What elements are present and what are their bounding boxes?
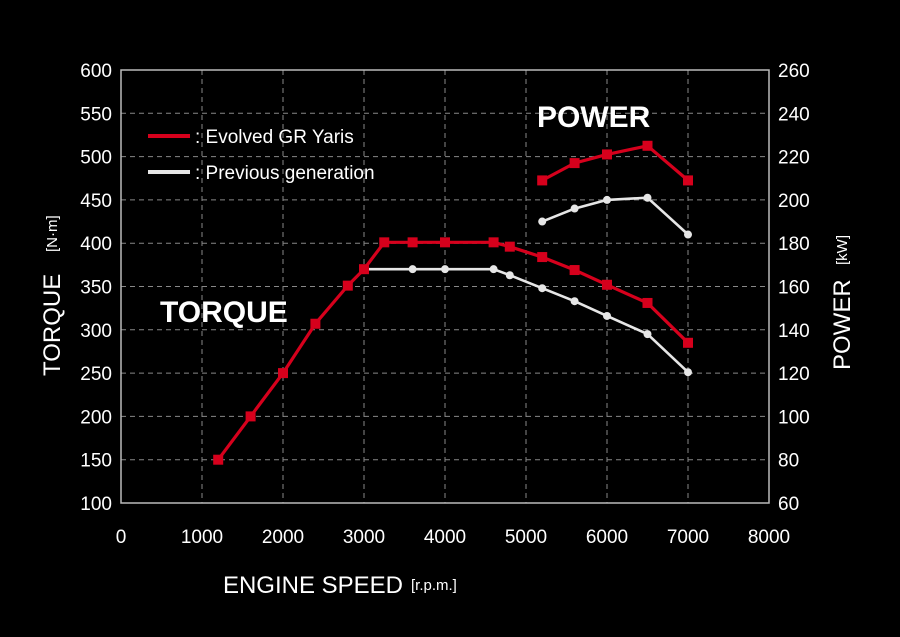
right-axis-ticks: 60 80 100 120 140 160 180 200 220 240 260 bbox=[778, 61, 810, 515]
data-point-evolved-power bbox=[602, 149, 612, 160]
right-tick-label: 260 bbox=[778, 61, 810, 82]
left-tick-label: 450 bbox=[80, 191, 112, 212]
left-tick-label: 250 bbox=[80, 364, 112, 385]
series-line-previous-torque bbox=[364, 267, 689, 374]
data-point-evolved-torque bbox=[569, 265, 580, 276]
right-tick-label: 180 bbox=[778, 234, 810, 255]
torque-label: TORQUE bbox=[160, 296, 288, 329]
data-point-evolved-torque bbox=[379, 237, 390, 248]
data-point-evolved-torque bbox=[213, 454, 224, 465]
left-axis-ticks: 100 150 200 250 300 350 400 450 500 550 600 bbox=[80, 61, 112, 515]
data-point-evolved-torque bbox=[504, 241, 515, 252]
data-point-previous-power bbox=[570, 204, 579, 213]
left-tick-label: 600 bbox=[80, 61, 112, 82]
series-previous-torque bbox=[360, 265, 692, 377]
data-point-previous-torque bbox=[603, 311, 611, 320]
data-point-evolved-torque bbox=[537, 252, 548, 263]
series-evolved-power bbox=[537, 140, 693, 186]
power-label: POWER bbox=[537, 101, 651, 134]
left-tick-label: 400 bbox=[80, 234, 112, 255]
data-point-evolved-power bbox=[537, 175, 548, 186]
data-point-previous-torque bbox=[489, 265, 498, 274]
x-tick-label: 2000 bbox=[262, 527, 304, 548]
data-point-evolved-torque bbox=[602, 279, 612, 290]
data-point-evolved-torque bbox=[310, 318, 321, 329]
data-point-previous-torque bbox=[538, 284, 547, 293]
series-previous-power bbox=[538, 193, 692, 239]
data-point-previous-torque bbox=[408, 265, 417, 274]
x-tick-label: 7000 bbox=[667, 527, 709, 548]
left-tick-label: 550 bbox=[80, 104, 112, 125]
data-point-evolved-torque bbox=[245, 411, 256, 422]
data-point-evolved-torque bbox=[278, 368, 288, 379]
x-axis-ticks: 0 1000 2000 3000 4000 5000 6000 7000 8000 bbox=[116, 527, 790, 548]
data-point-evolved-torque bbox=[342, 280, 353, 291]
data-point-previous-power bbox=[538, 217, 547, 226]
left-axis-unit: [N·m] bbox=[44, 215, 61, 252]
left-tick-label: 100 bbox=[80, 494, 112, 515]
right-tick-label: 80 bbox=[778, 451, 799, 472]
right-tick-label: 240 bbox=[778, 104, 810, 125]
legend-label-previous: : Previous generation bbox=[195, 163, 375, 184]
series-line-evolved-torque bbox=[216, 240, 690, 461]
data-point-evolved-torque bbox=[683, 337, 693, 348]
right-tick-label: 220 bbox=[778, 148, 810, 169]
right-axis-title: POWER bbox=[829, 279, 856, 370]
left-axis-title-group: TORQUE [N·m] bbox=[39, 215, 66, 376]
left-tick-label: 150 bbox=[80, 451, 112, 472]
right-tick-label: 140 bbox=[778, 321, 810, 342]
x-tick-label: 5000 bbox=[505, 527, 547, 548]
left-tick-label: 350 bbox=[80, 278, 112, 299]
series-layer bbox=[213, 140, 693, 465]
left-axis-title: TORQUE bbox=[39, 274, 66, 376]
data-point-previous-power bbox=[643, 193, 652, 202]
x-tick-label: 4000 bbox=[424, 527, 466, 548]
left-tick-label: 200 bbox=[80, 407, 112, 428]
data-point-evolved-torque bbox=[488, 237, 499, 248]
data-point-evolved-torque bbox=[407, 237, 418, 248]
x-axis-title: ENGINE SPEED bbox=[223, 572, 403, 599]
data-point-previous-power bbox=[603, 195, 611, 204]
data-point-previous-torque bbox=[570, 297, 579, 306]
x-tick-label: 8000 bbox=[748, 527, 790, 548]
series-evolved-torque bbox=[213, 237, 693, 465]
data-point-evolved-torque bbox=[440, 237, 450, 248]
right-axis-unit: [kW] bbox=[834, 235, 851, 265]
data-point-evolved-torque bbox=[359, 264, 369, 275]
series-line-evolved-power bbox=[541, 144, 690, 182]
x-tick-label: 3000 bbox=[343, 527, 385, 548]
data-point-evolved-power bbox=[683, 175, 693, 186]
right-tick-label: 200 bbox=[778, 191, 810, 212]
right-tick-label: 160 bbox=[778, 278, 810, 299]
data-point-evolved-power bbox=[569, 158, 580, 169]
legend-label-evolved: : Evolved GR Yaris bbox=[195, 127, 354, 148]
data-point-evolved-power bbox=[642, 140, 653, 151]
data-point-previous-torque bbox=[643, 330, 652, 339]
series-line-previous-power bbox=[541, 196, 689, 236]
data-point-previous-power bbox=[684, 230, 692, 239]
x-tick-label: 1000 bbox=[181, 527, 223, 548]
data-point-previous-torque bbox=[441, 265, 449, 274]
data-point-evolved-torque bbox=[642, 297, 653, 308]
data-point-previous-torque bbox=[684, 368, 692, 377]
data-point-previous-torque bbox=[505, 271, 514, 280]
x-axis-unit: [r.p.m.] bbox=[411, 577, 457, 594]
legend: : Evolved GR Yaris : Previous generation bbox=[148, 127, 375, 184]
right-tick-label: 120 bbox=[778, 364, 810, 385]
plot-frame bbox=[120, 69, 770, 504]
right-axis-title-group: POWER [kW] bbox=[829, 235, 856, 370]
x-tick-label: 0 bbox=[116, 527, 127, 548]
left-tick-label: 500 bbox=[80, 148, 112, 169]
x-tick-label: 6000 bbox=[586, 527, 628, 548]
right-tick-label: 100 bbox=[778, 407, 810, 428]
left-tick-label: 300 bbox=[80, 321, 112, 342]
right-tick-label: 60 bbox=[778, 494, 799, 515]
